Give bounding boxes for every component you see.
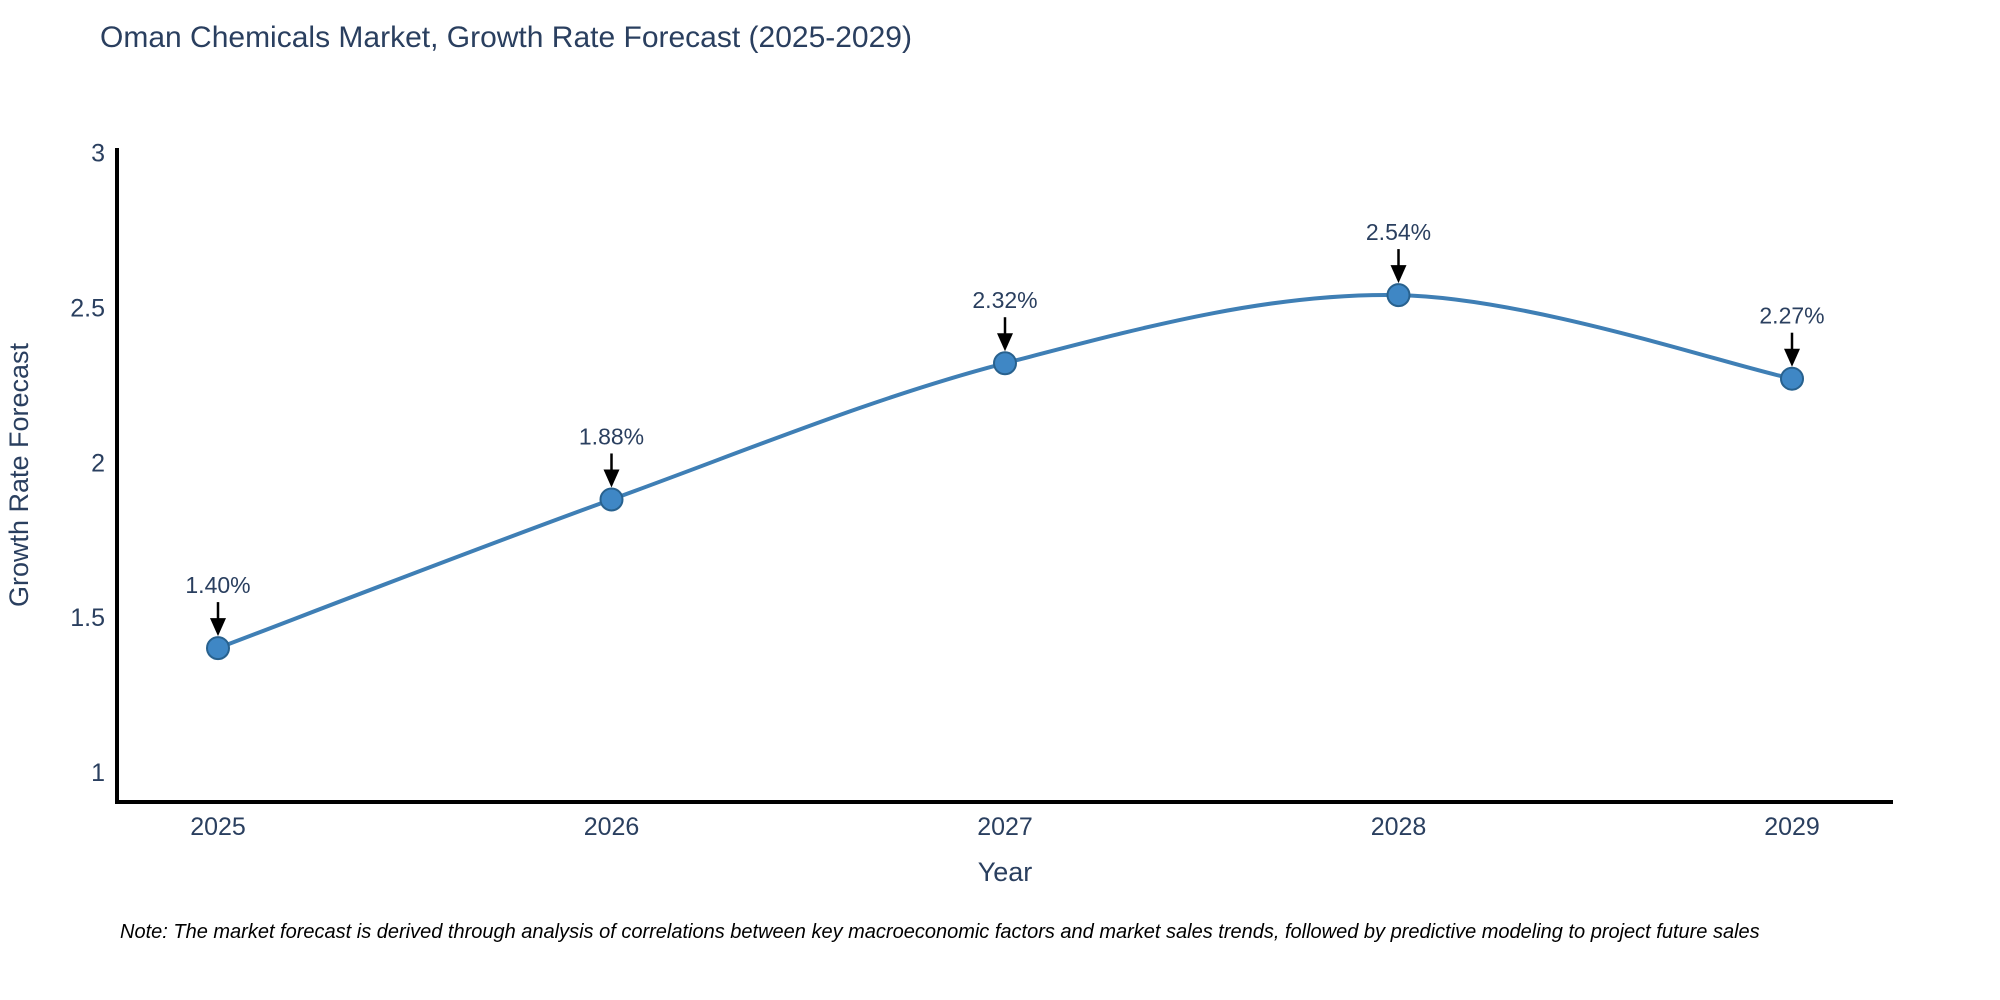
annotation-arrow-head: [603, 469, 620, 488]
y-axis-title: Growth Rate Forecast: [4, 342, 34, 607]
annotation-arrow-head: [1784, 348, 1800, 367]
y-axis-tick-label: 1.5: [70, 604, 105, 632]
annotation-arrow-head: [997, 333, 1013, 352]
data-point-label: 1.40%: [185, 572, 250, 598]
data-point-label: 1.88%: [579, 423, 644, 449]
data-point-marker: [993, 351, 1017, 376]
data-point-label: 2.32%: [972, 287, 1037, 313]
data-point-marker: [1780, 366, 1804, 391]
data-point-marker: [1386, 283, 1411, 308]
annotation-arrow-head: [210, 618, 226, 637]
y-axis-tick-label: 1: [91, 759, 105, 787]
y-axis-tick-label: 2: [91, 449, 105, 477]
footnote-text: Note: The market forecast is derived thr…: [120, 921, 1760, 943]
data-point-marker: [599, 487, 624, 512]
data-point-label: 2.54%: [1366, 219, 1431, 245]
x-axis-tick-label: 2026: [584, 813, 640, 841]
data-point-label: 2.27%: [1759, 303, 1824, 329]
x-axis-tick-label: 2025: [190, 813, 246, 841]
y-axis-tick-label: 3: [91, 140, 105, 168]
x-axis-tick-label: 2027: [977, 813, 1033, 841]
annotation-arrow-head: [1390, 265, 1407, 284]
x-axis-title: Year: [978, 857, 1033, 887]
y-axis-tick-label: 2.5: [70, 294, 105, 322]
data-point-marker: [206, 636, 230, 661]
chart-title: Oman Chemicals Market, Growth Rate Forec…: [100, 21, 912, 54]
x-axis-tick-label: 2028: [1371, 813, 1427, 841]
x-axis-tick-label: 2029: [1764, 813, 1820, 841]
